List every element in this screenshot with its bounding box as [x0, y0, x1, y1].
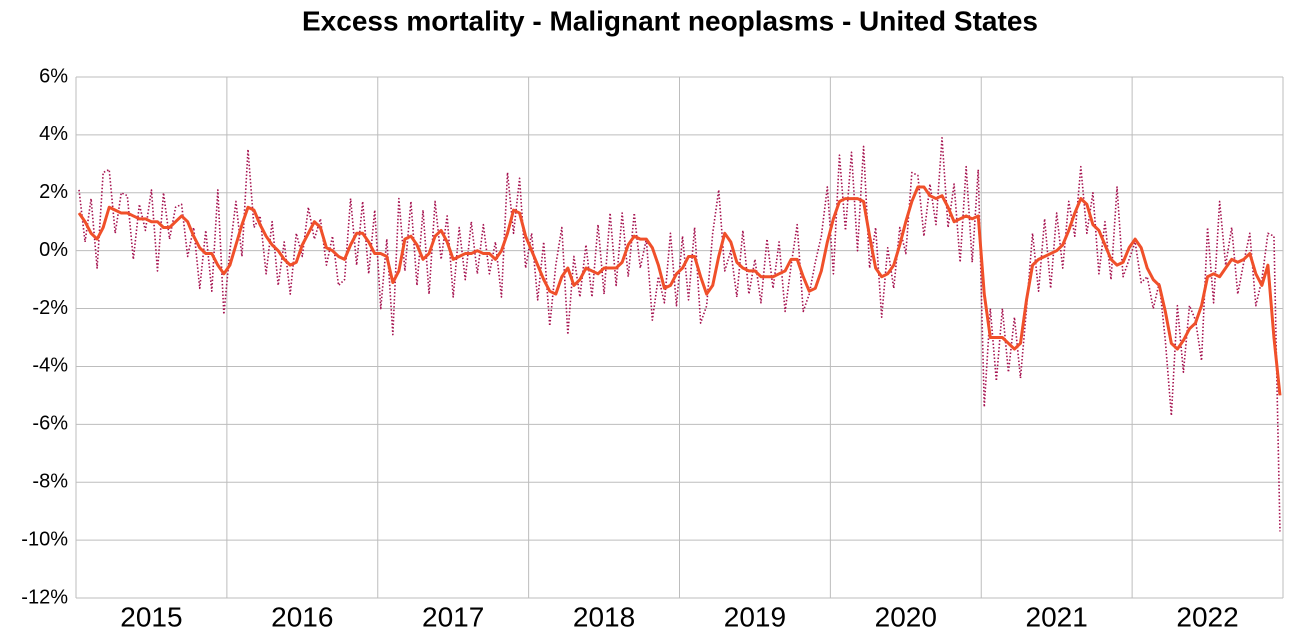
- x-tick-label: 2021: [1026, 601, 1088, 632]
- y-tick-label: -4%: [32, 355, 68, 377]
- x-tick-label: 2015: [120, 601, 182, 632]
- y-tick-label: -6%: [32, 413, 68, 435]
- y-tick-label: 4%: [39, 123, 68, 145]
- x-tick-label: 2020: [875, 601, 937, 632]
- x-tick-label: 2016: [271, 601, 333, 632]
- y-tick-label: -10%: [21, 528, 68, 550]
- chart-title: Excess mortality - Malignant neoplasms -…: [302, 5, 1038, 36]
- y-tick-label: 0%: [39, 239, 68, 261]
- y-tick-label: 2%: [39, 181, 68, 203]
- x-tick-label: 2019: [724, 601, 786, 632]
- y-tick-label: -12%: [21, 586, 68, 608]
- x-tick-label: 2017: [422, 601, 484, 632]
- y-tick-label: -8%: [32, 471, 68, 493]
- x-tick-label: 2018: [573, 601, 635, 632]
- series-line: [77, 185, 1282, 396]
- y-tick-label: -2%: [32, 297, 68, 319]
- y-tick-label: 6%: [39, 65, 68, 87]
- x-tick-label: 2022: [1176, 601, 1238, 632]
